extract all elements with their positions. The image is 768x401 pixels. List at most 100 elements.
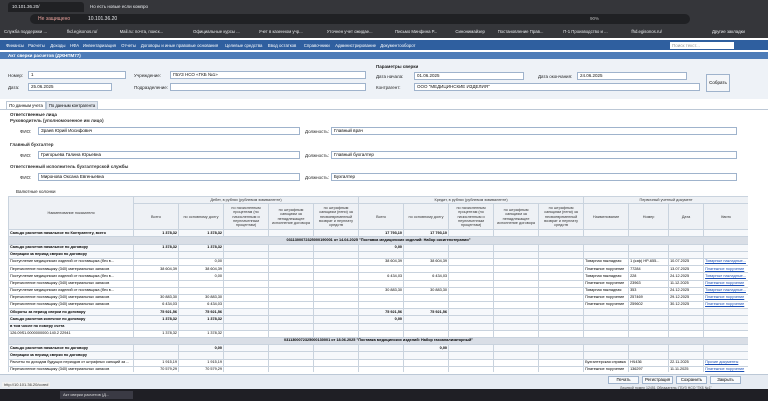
- cell: 1 (кзф) НР-655...: [628, 257, 670, 267]
- bookmark[interactable]: fhd.egisonos.ru/: [631, 29, 662, 34]
- cell: [312, 243, 360, 252]
- table-row: Поступление медицинских изделий от поста…: [8, 272, 748, 281]
- menu-item[interactable]: Справочники: [303, 42, 330, 48]
- cell[interactable]: Платежное поручение: [703, 365, 748, 372]
- cell: [493, 344, 540, 353]
- cell: [668, 344, 705, 353]
- menu-item[interactable]: Документооборот: [380, 42, 416, 48]
- bookmark[interactable]: fkd.egisonos.ru/: [67, 29, 98, 34]
- search[interactable]: Поиск текст...: [670, 42, 734, 49]
- bookmark[interactable]: Постановление Прав...: [497, 29, 544, 34]
- input[interactable]: ООО "МЕДИЦИНСКИЕ ИЗДЕЛИЯ": [414, 83, 700, 91]
- cell: [703, 322, 748, 331]
- button[interactable]: Закрыть: [710, 376, 741, 384]
- menu-item[interactable]: Доходы: [50, 42, 66, 48]
- label: Номер:: [8, 73, 24, 78]
- cell: [668, 308, 705, 317]
- group-cell[interactable]: 0311300072325000190001 от 14.04.2025 "По…: [8, 236, 748, 245]
- cell: [448, 257, 495, 267]
- menu-item[interactable]: НФА: [70, 42, 80, 48]
- cell: [312, 265, 360, 274]
- menu-item[interactable]: Отчеты: [121, 42, 136, 48]
- input[interactable]: [170, 83, 366, 91]
- cell: [448, 365, 495, 372]
- input[interactable]: Миронова Оксана Евгеньевна: [38, 173, 300, 181]
- input[interactable]: Бухгалтер: [331, 173, 737, 181]
- cell: [493, 358, 540, 367]
- bookmark[interactable]: Учет в казенном учр...: [258, 29, 303, 34]
- taskbar: Акт сверки расчетов (Д...: [0, 389, 768, 401]
- cell: [312, 229, 360, 238]
- cell: [403, 315, 450, 324]
- menu-item[interactable]: Администрирование: [335, 42, 377, 48]
- bookmark[interactable]: П-1 Производство и ...: [563, 29, 608, 34]
- button[interactable]: Сохранить: [676, 376, 707, 384]
- browser-tab[interactable]: Но есть новые если компро: [86, 2, 162, 12]
- cell: 1 378,32: [133, 229, 179, 238]
- menu-item[interactable]: Целевые средства: [225, 42, 263, 48]
- address-bar[interactable]: Не защищено 10.101.36.20 90%: [30, 14, 690, 24]
- cell: [268, 322, 314, 331]
- button[interactable]: Печать: [608, 376, 639, 384]
- menu-item[interactable]: Ввод остатков: [267, 42, 297, 48]
- menu-item[interactable]: Финансы: [6, 42, 25, 48]
- cell: [628, 250, 670, 259]
- cell: [583, 315, 630, 324]
- cell[interactable]: Товарные накладные...: [703, 272, 748, 281]
- header-cell: Всего: [358, 203, 405, 231]
- cell[interactable]: Платежное поручение: [703, 293, 748, 303]
- cell: [448, 351, 495, 360]
- cell: [538, 351, 585, 360]
- cell: 0,00: [178, 272, 224, 281]
- table-row: 126.09S1.0000000000.140.2 22941 1 378,32 1…: [8, 329, 748, 339]
- input[interactable]: 24.06.2025: [577, 72, 687, 80]
- input[interactable]: ГБУЗ НСО «ГКБ №1»: [170, 71, 366, 79]
- cell: [312, 257, 360, 267]
- url: 10.101.36.20: [88, 16, 118, 22]
- label: Контрагент:: [376, 85, 401, 90]
- cell[interactable]: Товарные накладные...: [703, 257, 748, 267]
- collect-button[interactable]: Собрать: [706, 74, 730, 92]
- bookmark[interactable]: Официальные курсы ...: [193, 29, 240, 34]
- tab-strip: 10.101.36.20/Но есть новые если компро: [0, 0, 700, 12]
- cell: Поступление медицинских изделий от поста…: [8, 272, 134, 281]
- cell: [448, 308, 495, 317]
- cell: 23963: [628, 279, 670, 288]
- cell[interactable]: Прочие документы: [703, 358, 748, 367]
- currency-toggle[interactable]: Валютные колонки: [16, 189, 56, 194]
- button[interactable]: Регистрация: [642, 376, 673, 384]
- input[interactable]: Зраев Юрий Иосифович: [38, 127, 300, 135]
- input[interactable]: 01.06.2025: [414, 72, 524, 80]
- menu-item[interactable]: Договоры и иные правовые основания: [140, 42, 219, 48]
- cell: [583, 351, 630, 360]
- cell: 17 793,10: [403, 229, 450, 238]
- menu-item[interactable]: Инвентаризация: [82, 42, 116, 48]
- input[interactable]: Главный бухгалтер: [331, 151, 737, 159]
- bookmark[interactable]: Mail.ru: почта, поиск...: [119, 29, 164, 34]
- bookmark[interactable]: Уточнен учет ожидае...: [326, 29, 373, 34]
- group-cell[interactable]: 0311300072325000130001 от 18.06.2025 "По…: [8, 336, 748, 346]
- taskbar-item[interactable]: Акт сверки расчетов (Д...: [60, 391, 133, 399]
- input[interactable]: Григорьева Галина Юрьевна: [38, 151, 300, 159]
- cell[interactable]: Платежное поручение: [703, 279, 748, 288]
- cell: Сальдо расчетов конечное по договору: [8, 315, 134, 324]
- bookmark[interactable]: Синонимайзер: [455, 29, 485, 34]
- input[interactable]: Главный врач: [331, 127, 737, 135]
- cell[interactable]: Товарные накладные...: [703, 286, 748, 295]
- cell: [703, 344, 748, 353]
- input[interactable]: 25.06.2025: [28, 83, 112, 91]
- cell: [703, 315, 748, 324]
- other-bookmarks[interactable]: Другие закладки: [712, 29, 745, 34]
- bookmark[interactable]: Письмо Минфина Р...: [395, 29, 438, 34]
- cell[interactable]: Платежное поручение: [703, 265, 748, 274]
- bookmark[interactable]: Служба поддержки ...: [4, 29, 48, 34]
- browser-tab[interactable]: 10.101.36.20/: [8, 2, 84, 12]
- cell: [268, 344, 314, 353]
- cell: [583, 329, 630, 339]
- cell: [312, 272, 360, 281]
- input[interactable]: 1: [28, 71, 126, 79]
- cell[interactable]: Платежное поручение: [703, 301, 748, 310]
- menu-item[interactable]: Расчеты: [28, 42, 45, 48]
- table-row: Перечисление поставщику (340) материальн…: [8, 293, 748, 303]
- cell: [493, 351, 540, 360]
